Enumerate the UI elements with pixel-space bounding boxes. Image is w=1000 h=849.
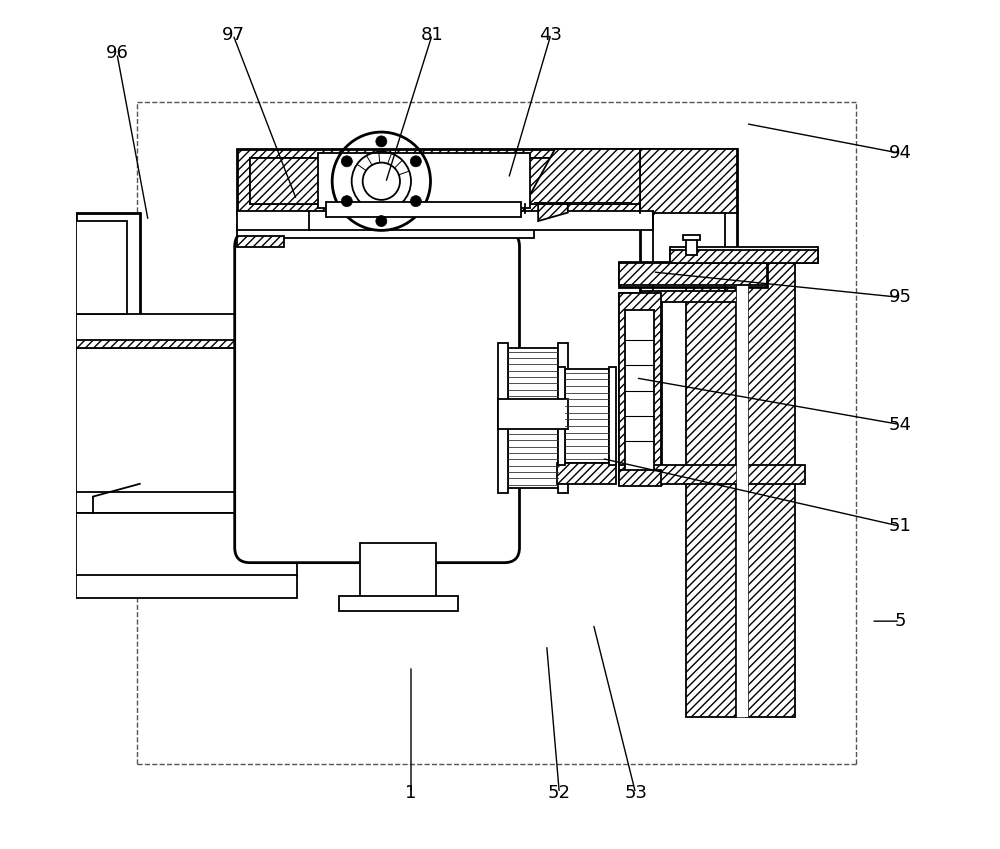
Bar (558, 367, 565, 465)
Bar (360, 543, 436, 599)
Text: 53: 53 (624, 784, 647, 802)
Bar (609, 367, 616, 465)
Bar (498, 343, 508, 493)
Bar (625, 310, 654, 471)
Bar (525, 158, 640, 204)
Bar (619, 263, 767, 284)
Bar (498, 399, 568, 429)
Bar (237, 225, 534, 238)
Bar (76, 314, 297, 348)
Bar (640, 149, 737, 212)
Text: 43: 43 (539, 25, 562, 43)
Text: 97: 97 (222, 25, 245, 43)
Bar (640, 291, 737, 301)
Circle shape (376, 136, 387, 147)
Text: 5: 5 (894, 612, 906, 630)
Bar (558, 343, 568, 493)
Text: 1: 1 (405, 784, 417, 802)
Bar (619, 261, 767, 287)
Polygon shape (538, 204, 568, 221)
Bar (237, 149, 653, 212)
Bar (670, 246, 818, 263)
Text: 51: 51 (889, 517, 912, 535)
Circle shape (341, 156, 352, 166)
Bar (640, 149, 737, 297)
Bar (686, 255, 736, 717)
Bar (683, 234, 700, 239)
Bar (339, 596, 458, 611)
Text: 94: 94 (889, 144, 912, 162)
Bar (326, 201, 521, 216)
Bar (508, 348, 558, 488)
Bar (76, 221, 127, 314)
Text: 54: 54 (889, 415, 912, 434)
Bar (250, 158, 640, 204)
Bar (318, 154, 530, 208)
Bar (504, 395, 534, 416)
Bar (619, 293, 661, 484)
Circle shape (410, 156, 421, 166)
Circle shape (410, 195, 421, 206)
Circle shape (341, 195, 352, 206)
Bar (250, 158, 322, 204)
Bar (686, 238, 697, 255)
Bar (565, 369, 609, 463)
Bar (76, 212, 140, 323)
Bar (237, 211, 653, 229)
Text: 81: 81 (421, 25, 444, 43)
Text: 95: 95 (889, 289, 912, 306)
Bar (619, 465, 805, 484)
Bar (670, 250, 818, 263)
Bar (76, 348, 297, 497)
Text: 96: 96 (105, 44, 128, 62)
Bar (76, 575, 297, 599)
Bar (557, 463, 616, 484)
Bar (76, 340, 297, 348)
Bar (619, 293, 661, 484)
Bar (746, 255, 795, 717)
Circle shape (376, 216, 387, 227)
Bar (237, 236, 284, 246)
Bar (619, 470, 661, 486)
Bar (76, 492, 297, 514)
Text: 52: 52 (548, 784, 571, 802)
Polygon shape (525, 149, 640, 204)
Bar (76, 514, 297, 577)
Bar (736, 259, 748, 717)
FancyBboxPatch shape (235, 231, 519, 563)
